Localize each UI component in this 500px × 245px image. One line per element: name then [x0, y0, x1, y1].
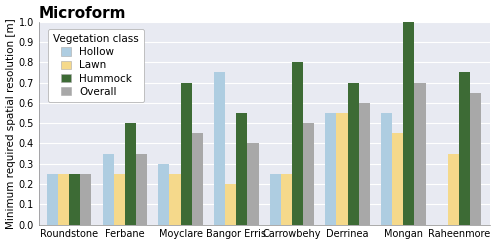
Bar: [470, 93, 482, 225]
Bar: [214, 73, 225, 225]
Bar: [125, 123, 136, 225]
Legend: Hollow, Lawn, Hummock, Overall: Hollow, Lawn, Hummock, Overall: [48, 29, 144, 102]
Bar: [236, 113, 248, 225]
Bar: [404, 22, 414, 225]
Bar: [326, 113, 336, 225]
Bar: [270, 174, 281, 225]
Bar: [80, 174, 92, 225]
Bar: [136, 154, 147, 225]
Y-axis label: Minimum required spatial resolution [m]: Minimum required spatial resolution [m]: [6, 18, 16, 229]
Bar: [58, 174, 69, 225]
Bar: [392, 133, 404, 225]
Bar: [336, 113, 347, 225]
Bar: [158, 164, 170, 225]
Bar: [114, 174, 125, 225]
Bar: [225, 184, 236, 225]
Bar: [292, 62, 303, 225]
Bar: [381, 113, 392, 225]
Bar: [170, 174, 180, 225]
Bar: [448, 154, 459, 225]
Bar: [69, 174, 80, 225]
Bar: [303, 123, 314, 225]
Bar: [348, 83, 359, 225]
Bar: [414, 83, 426, 225]
Bar: [47, 174, 58, 225]
Bar: [102, 154, 114, 225]
Bar: [180, 83, 192, 225]
Bar: [459, 73, 470, 225]
Bar: [248, 143, 258, 225]
Bar: [281, 174, 292, 225]
Bar: [359, 103, 370, 225]
Bar: [192, 133, 203, 225]
Text: Microform: Microform: [38, 6, 126, 21]
